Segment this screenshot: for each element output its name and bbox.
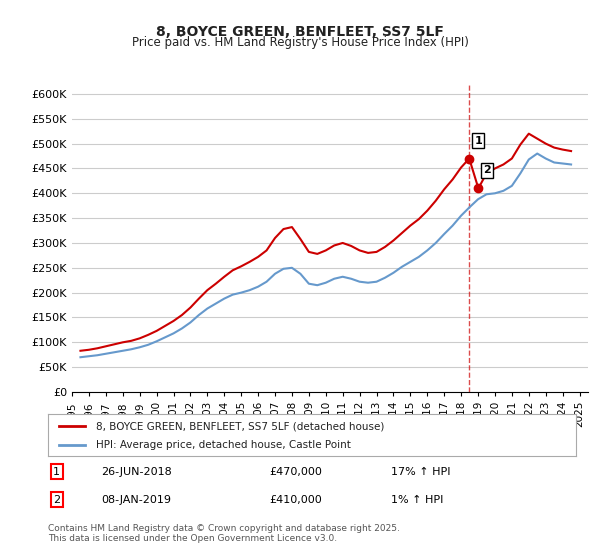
Text: 1% ↑ HPI: 1% ↑ HPI bbox=[391, 494, 443, 505]
Text: 17% ↑ HPI: 17% ↑ HPI bbox=[391, 466, 451, 477]
Text: Contains HM Land Registry data © Crown copyright and database right 2025.
This d: Contains HM Land Registry data © Crown c… bbox=[48, 524, 400, 543]
Text: £470,000: £470,000 bbox=[270, 466, 323, 477]
Text: 8, BOYCE GREEN, BENFLEET, SS7 5LF: 8, BOYCE GREEN, BENFLEET, SS7 5LF bbox=[156, 25, 444, 39]
Text: Price paid vs. HM Land Registry's House Price Index (HPI): Price paid vs. HM Land Registry's House … bbox=[131, 36, 469, 49]
Text: 2: 2 bbox=[484, 165, 491, 175]
Text: 1: 1 bbox=[475, 136, 482, 146]
Text: 08-JAN-2019: 08-JAN-2019 bbox=[101, 494, 171, 505]
Text: 2: 2 bbox=[53, 494, 61, 505]
Text: 8, BOYCE GREEN, BENFLEET, SS7 5LF (detached house): 8, BOYCE GREEN, BENFLEET, SS7 5LF (detac… bbox=[95, 421, 384, 431]
Text: 26-JUN-2018: 26-JUN-2018 bbox=[101, 466, 172, 477]
Text: HPI: Average price, detached house, Castle Point: HPI: Average price, detached house, Cast… bbox=[95, 440, 350, 450]
Text: £410,000: £410,000 bbox=[270, 494, 323, 505]
Text: 1: 1 bbox=[53, 466, 60, 477]
